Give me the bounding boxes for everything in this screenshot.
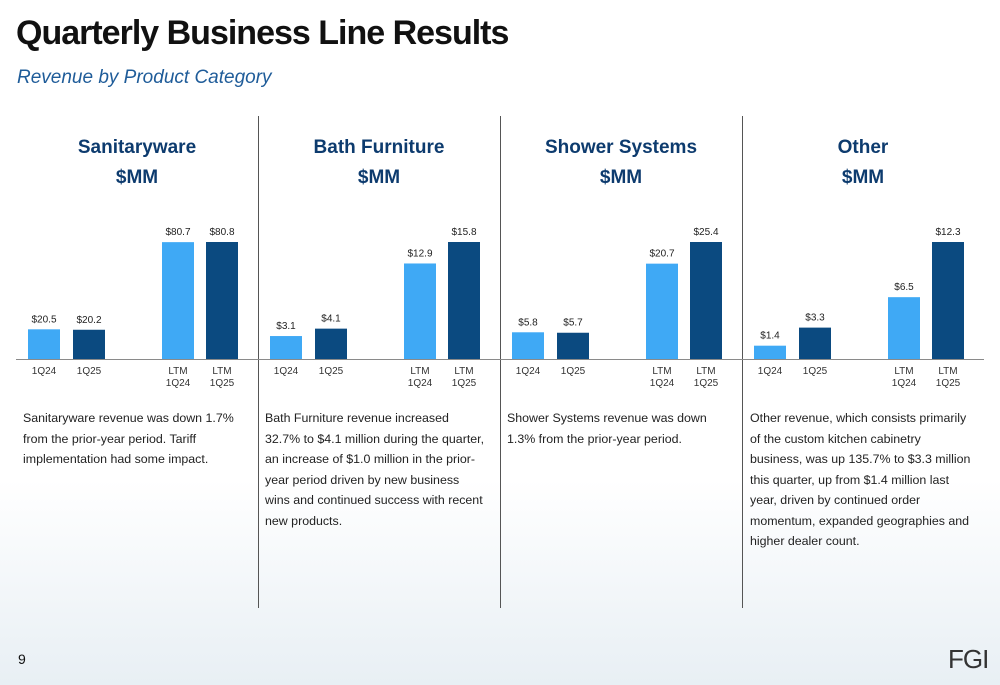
x-tick-label: LTM [696, 366, 715, 377]
x-tick-label: LTM [410, 366, 429, 377]
bar [206, 242, 238, 359]
bar [690, 242, 722, 359]
x-tick-label: 1Q25 [694, 378, 719, 389]
panel-heading: Bath Furniture $MM [258, 133, 500, 193]
x-tick-label: LTM [652, 366, 671, 377]
panel-description: Other revenue, which consists primarily … [750, 411, 971, 548]
x-tick-label: 1Q24 [32, 366, 57, 377]
x-tick-label: 1Q25 [210, 378, 235, 389]
panel-heading: Other $MM [742, 133, 984, 193]
x-tick-label: 1Q25 [936, 378, 961, 389]
x-tick-label: 1Q24 [516, 366, 541, 377]
panel-title: Sanitaryware [77, 137, 197, 158]
data-label: $3.3 [805, 313, 825, 324]
bar [646, 263, 678, 359]
panel-unit: $MM [357, 167, 401, 188]
data-label: $5.7 [563, 318, 583, 329]
panel-title: Shower Systems [544, 137, 698, 158]
x-tick-label: 1Q24 [274, 366, 299, 377]
x-tick-label: 1Q24 [650, 378, 675, 389]
page-subtitle: Revenue by Product Category [17, 67, 272, 88]
data-label: $12.3 [935, 227, 960, 238]
panel-heading: Sanitaryware $MM [16, 133, 258, 193]
x-tick-label: 1Q24 [166, 378, 191, 389]
page-number: 9 [18, 651, 26, 667]
panel-unit: $MM [841, 167, 885, 188]
x-tick-label: LTM [454, 366, 473, 377]
bar [448, 242, 480, 359]
panel-title: Bath Furniture [313, 137, 445, 158]
column-divider [258, 116, 259, 608]
data-label: $12.9 [407, 248, 432, 259]
panel-unit: $MM [115, 167, 159, 188]
data-label: $20.5 [31, 314, 56, 325]
x-tick-label: 1Q24 [758, 366, 783, 377]
panel-other: Other $MM $1.4 1Q24 $3.3 1Q25 $6.5 LTM 1Q24 $12… [742, 0, 984, 685]
bar-chart-sanitaryware: $20.51Q24$20.21Q25$80.7LTM1Q24$80.8LTM1Q… [16, 227, 258, 389]
panel-sanitaryware: Sanitaryware $MM $20.5 1Q24 $20.2 1Q25 $80.7… [16, 0, 258, 685]
panel-title: Other [837, 137, 889, 158]
data-label: $20.7 [649, 249, 674, 260]
data-label: $3.1 [276, 321, 296, 332]
x-tick-label: 1Q25 [452, 378, 477, 389]
x-tick-label: 1Q25 [319, 366, 344, 377]
data-label: $20.2 [76, 315, 101, 326]
bar [270, 336, 302, 359]
panel-heading: Shower Systems $MM [500, 133, 742, 193]
x-tick-label: 1Q24 [408, 378, 433, 389]
bar [162, 242, 194, 359]
panel-bath-furniture: Bath Furniture $MM $3.1 1Q24 $4.1 1Q25 $12.9… [258, 0, 500, 685]
panel-description: Sanitaryware revenue was down 1.7% from … [23, 411, 234, 466]
x-tick-label: LTM [212, 366, 231, 377]
x-tick-label: LTM [894, 366, 913, 377]
x-tick-label: 1Q25 [77, 366, 102, 377]
data-label: $5.8 [518, 317, 538, 328]
page-title: Quarterly Business Line Results [16, 14, 509, 52]
data-label: $80.8 [209, 227, 234, 238]
bar [512, 332, 544, 359]
bar [754, 345, 786, 359]
data-label: $25.4 [693, 227, 718, 238]
x-tick-label: 1Q25 [803, 366, 828, 377]
bar [932, 242, 964, 359]
data-label: $1.4 [760, 331, 780, 342]
bar [888, 297, 920, 359]
company-logo: FGI [948, 644, 989, 674]
panel-shower-systems: Shower Systems $MM $5.8 1Q24 $5.7 1Q25 $20.7… [500, 0, 742, 685]
panel-description: Shower Systems revenue was down 1.3% fro… [507, 411, 707, 446]
data-label: $15.8 [451, 227, 476, 238]
bar [315, 328, 347, 359]
data-label: $4.1 [321, 314, 341, 325]
bar [73, 329, 105, 359]
bar [404, 263, 436, 359]
panel-unit: $MM [599, 167, 643, 188]
column-divider [742, 116, 743, 608]
x-tick-label: LTM [168, 366, 187, 377]
panel-description: Bath Furniture revenue increased 32.7% t… [265, 411, 485, 528]
x-tick-label: 1Q25 [561, 366, 586, 377]
bar [28, 329, 60, 359]
bar [557, 332, 589, 359]
data-label: $80.7 [165, 227, 190, 238]
x-tick-label: 1Q24 [892, 378, 917, 389]
column-divider [500, 116, 501, 608]
x-tick-label: LTM [938, 366, 957, 377]
data-label: $6.5 [894, 282, 914, 293]
bar [799, 327, 831, 359]
